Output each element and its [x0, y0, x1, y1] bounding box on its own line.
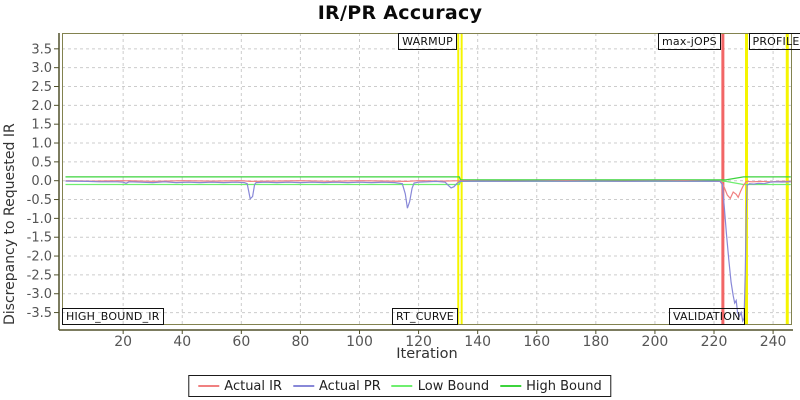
svg-text:20: 20 — [114, 334, 132, 350]
legend-item-label: Actual IR — [224, 378, 283, 394]
axes — [58, 33, 793, 331]
svg-text:120: 120 — [405, 334, 432, 350]
svg-text:80: 80 — [291, 334, 309, 350]
svg-text:0.0: 0.0 — [31, 174, 52, 189]
legend-item-label: High Bound — [526, 378, 602, 394]
legend-line-swatch-actual-pr — [293, 385, 315, 387]
gridlines — [62, 33, 792, 325]
svg-text:-2.5: -2.5 — [27, 268, 52, 283]
legend-line-swatch-actual-ir — [198, 385, 220, 387]
svg-text:-1.0: -1.0 — [27, 212, 52, 227]
phase-line-warmup — [457, 33, 463, 325]
phase-label-profile: PROFILE — [748, 33, 800, 50]
tick-marks — [54, 48, 774, 334]
svg-text:100: 100 — [346, 334, 373, 350]
phase-marker-lines — [457, 33, 789, 325]
svg-text:2.0: 2.0 — [31, 99, 52, 114]
svg-text:60: 60 — [232, 334, 250, 350]
series-line-actual-ir — [65, 180, 791, 200]
legend-item-actual-pr: Actual PR — [293, 379, 381, 394]
legend-line-swatch-low-bound — [391, 385, 413, 387]
svg-text:-3.0: -3.0 — [27, 287, 52, 302]
x-tick-labels: 20 40 60 80 100 120 140 160 180 200 220 240 — [114, 334, 786, 350]
svg-text:160: 160 — [523, 334, 550, 350]
y-axis-title: Discrepancy to Requested IR — [2, 123, 18, 325]
y-tick-labels: 3.5 3.0 2.5 2.0 1.5 1.0 0.5 0.0 -0.5 -1.0 -1.5 -2.0… — [27, 42, 52, 321]
plot-border — [62, 33, 792, 325]
svg-text:3.5: 3.5 — [31, 42, 52, 57]
svg-text:200: 200 — [642, 334, 669, 350]
svg-text:1.0: 1.0 — [31, 137, 52, 152]
legend: Actual IR Actual PR Low Bound High Bound — [188, 375, 612, 397]
phase-label-warmup: WARMUP — [398, 33, 457, 50]
svg-text:3.0: 3.0 — [31, 61, 52, 76]
phase-label-validation: VALIDATION — [668, 308, 745, 325]
svg-text:220: 220 — [701, 334, 728, 350]
chart-title: IR/PR Accuracy — [317, 2, 483, 24]
series-line-actual-pr — [65, 180, 791, 323]
legend-item-low-bound: Low Bound — [391, 378, 490, 394]
legend-item-actual-ir: Actual IR — [198, 379, 282, 394]
series-line-high-bound — [65, 176, 791, 181]
legend-item-label: Low Bound — [417, 378, 490, 394]
svg-text:-0.5: -0.5 — [27, 193, 52, 208]
svg-text:140: 140 — [464, 334, 491, 350]
legend-item-high-bound: High Bound — [500, 379, 602, 394]
svg-text:2.5: 2.5 — [31, 80, 52, 95]
svg-text:-1.5: -1.5 — [27, 231, 52, 246]
phase-label-max-jops: max-jOPS — [658, 33, 721, 50]
series-lines — [65, 176, 791, 323]
legend-line-swatch-high-bound — [500, 385, 522, 387]
legend-item-label: Actual PR — [319, 378, 381, 394]
svg-text:180: 180 — [582, 334, 609, 350]
phase-label-rt-curve: RT_CURVE — [392, 308, 458, 325]
svg-text:1.5: 1.5 — [31, 118, 52, 133]
svg-text:40: 40 — [173, 334, 191, 350]
svg-text:-2.0: -2.0 — [27, 250, 52, 265]
svg-text:0.5: 0.5 — [31, 155, 52, 170]
phase-label-high-bound-ir: HIGH_BOUND_IR — [62, 308, 164, 325]
x-axis-title: Iteration — [396, 346, 458, 362]
svg-text:240: 240 — [760, 334, 787, 350]
svg-text:-3.5: -3.5 — [27, 306, 52, 321]
